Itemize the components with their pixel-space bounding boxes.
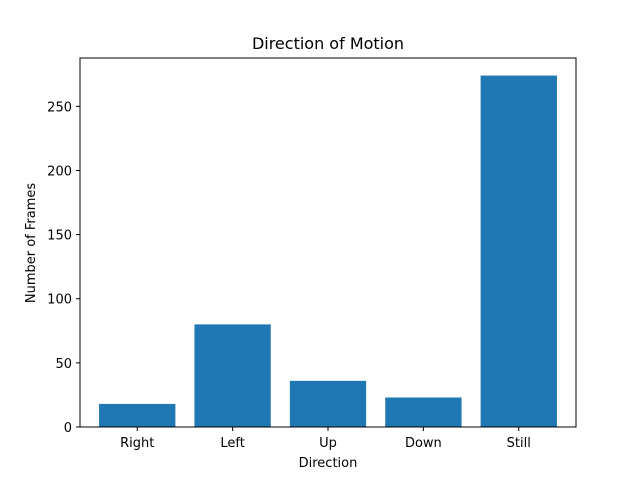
y-tick-label: 250 [47,100,72,115]
bar-right [99,403,176,427]
x-tick-label: Down [405,436,442,451]
x-axis-label: Direction [299,456,358,471]
x-axis: Right Left Up Down Still [120,427,531,451]
y-tick-label: 150 [47,229,72,244]
bars-group [99,75,557,428]
bar-left [194,324,271,427]
chart-title: Direction of Motion [252,34,404,53]
x-tick-label: Left [220,436,244,451]
x-tick-label: Up [319,436,337,451]
y-tick-label: 200 [47,164,72,179]
plot-frame [79,57,577,428]
y-tick-label: 0 [64,421,72,436]
y-axis: 0 50 100 150 200 250 [47,100,80,436]
x-tick-label: Still [507,436,531,451]
y-axis-label: Number of Frames [24,183,39,304]
bar-up [289,380,367,427]
x-tick-label: Right [120,436,154,451]
bar-still [480,75,557,428]
bar-down [385,397,462,427]
y-tick-label: 100 [47,293,72,308]
y-tick-label: 50 [55,357,72,372]
